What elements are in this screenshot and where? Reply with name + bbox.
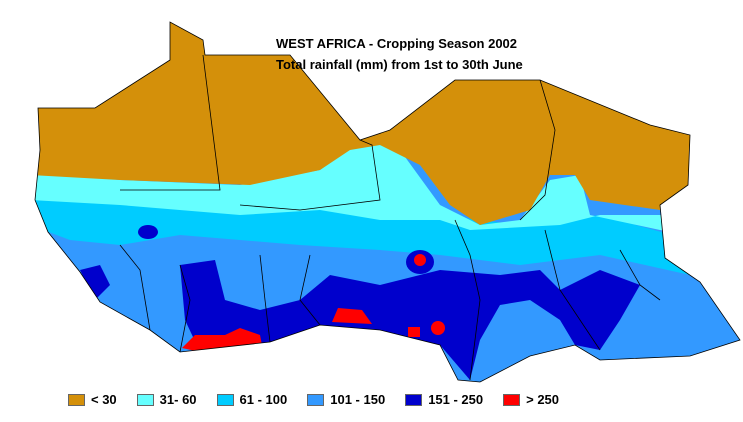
legend-swatch xyxy=(307,393,325,406)
legend-item: 61 - 100 xyxy=(216,392,288,407)
legend-swatch xyxy=(216,393,234,406)
zone-above-250 xyxy=(431,321,445,335)
legend: < 30 31- 60 61 - 100 101 - 150 151 - 250… xyxy=(68,392,579,407)
legend-label: 31- 60 xyxy=(159,392,197,407)
country-borders xyxy=(34,21,741,383)
zone-above-250 xyxy=(332,308,372,324)
legend-swatch xyxy=(68,393,85,406)
legend-label: > 250 xyxy=(526,392,560,407)
legend-label: 101 - 150 xyxy=(330,392,386,407)
legend-item: 101 - 150 xyxy=(307,392,385,407)
zone-151-250 xyxy=(180,260,640,380)
zone-31-60 xyxy=(35,140,700,235)
legend-label: 151 - 250 xyxy=(428,392,484,407)
legend-item: > 250 xyxy=(503,392,559,407)
legend-label: < 30 xyxy=(91,392,117,407)
legend-label: 61 - 100 xyxy=(239,392,288,407)
zone-151-250-blob xyxy=(138,225,158,239)
legend-item: 151 - 250 xyxy=(405,392,483,407)
zone-above-250 xyxy=(408,327,420,337)
legend-swatch xyxy=(405,393,423,406)
map-subtitle: Total rainfall (mm) from 1st to 30th Jun… xyxy=(276,57,523,72)
legend-item: 31- 60 xyxy=(136,392,197,407)
legend-swatch xyxy=(136,393,154,406)
zone-151-250-west xyxy=(80,265,110,300)
zone-above-250 xyxy=(414,254,426,266)
legend-swatch xyxy=(503,393,521,406)
legend-item: < 30 xyxy=(68,392,117,407)
map-title: WEST AFRICA - Cropping Season 2002 xyxy=(276,36,518,51)
